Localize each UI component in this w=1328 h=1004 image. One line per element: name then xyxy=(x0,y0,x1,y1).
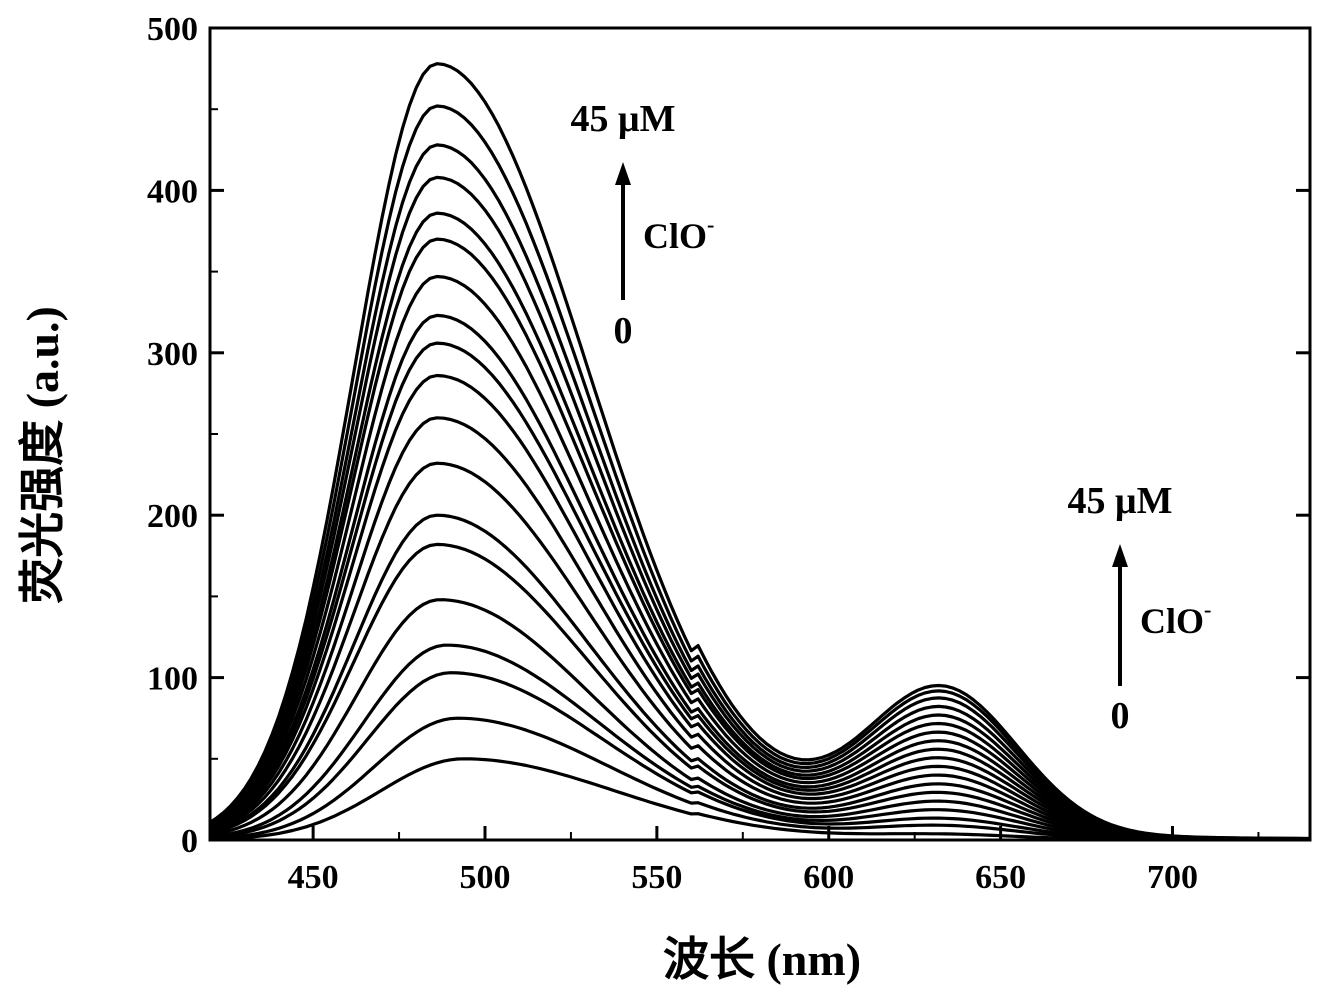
x-axis-title: 波长 (nm) xyxy=(663,934,861,985)
x-tick-label: 600 xyxy=(803,859,854,896)
y-tick-label: 500 xyxy=(147,11,198,48)
annotation-1-ion-charge: - xyxy=(707,212,714,237)
x-tick-label: 700 xyxy=(1147,859,1198,896)
axes: 450 500 550 600 650 700 0 100 200 300 400 500 xyxy=(147,11,1310,896)
spectrum-curve-19 xyxy=(209,62,1310,841)
x-tick-label: 550 xyxy=(631,859,682,896)
y-tick-label: 300 xyxy=(147,336,198,373)
y-tick-label: 400 xyxy=(147,173,198,210)
y-axis-title: 荧光强度 (a.u.) xyxy=(17,306,68,604)
y-tick-label: 100 xyxy=(147,661,198,698)
annotation-2-concentration: 45 μM xyxy=(1068,480,1173,522)
x-tick-label: 450 xyxy=(288,859,339,896)
annotation-1-concentration: 45 μM xyxy=(571,98,676,140)
annotation-2-ion-text: ClO xyxy=(1140,601,1204,641)
x-tick-label: 650 xyxy=(975,859,1026,896)
annotation-2-ion-charge: - xyxy=(1204,597,1211,622)
annotation-peak2: 45 μM ClO- 0 xyxy=(1068,480,1212,737)
annotation-1-zero: 0 xyxy=(614,310,633,352)
plot-frame xyxy=(208,26,1312,842)
annotation-1-ion: ClO- xyxy=(643,212,714,256)
x-tick-label: 500 xyxy=(460,859,511,896)
annotation-1-arrow-head xyxy=(615,162,631,185)
annotation-2-zero: 0 xyxy=(1111,695,1130,737)
annotation-2-ion: ClO- xyxy=(1140,597,1211,641)
annotation-peak1: 45 μM ClO- 0 xyxy=(571,98,715,352)
annotation-2-arrow-head xyxy=(1112,544,1128,567)
annotation-1-ion-text: ClO xyxy=(643,216,707,256)
y-tick-label: 0 xyxy=(181,823,198,860)
y-tick-label: 200 xyxy=(147,498,198,535)
spectra-curves xyxy=(209,62,1311,842)
